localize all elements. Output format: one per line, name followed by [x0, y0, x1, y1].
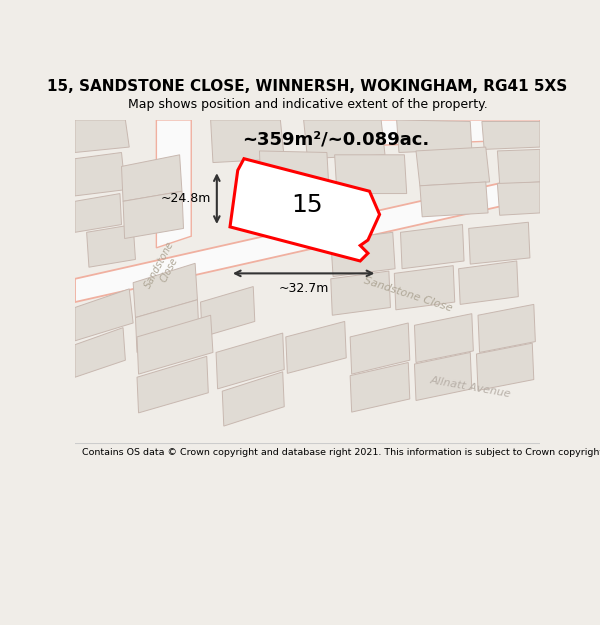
Text: ~359m²/~0.089ac.: ~359m²/~0.089ac. [242, 130, 429, 148]
Polygon shape [121, 155, 182, 201]
Polygon shape [200, 286, 255, 337]
Polygon shape [286, 321, 346, 373]
Polygon shape [415, 314, 473, 362]
Polygon shape [157, 120, 191, 248]
Polygon shape [133, 263, 197, 318]
Polygon shape [211, 120, 284, 162]
Text: ~24.8m: ~24.8m [161, 192, 211, 205]
Text: Sandstone Close: Sandstone Close [362, 275, 454, 313]
Text: Contains OS data © Crown copyright and database right 2021. This information is : Contains OS data © Crown copyright and d… [82, 448, 600, 457]
Polygon shape [476, 343, 534, 391]
Polygon shape [415, 352, 472, 401]
Polygon shape [75, 120, 129, 152]
Polygon shape [216, 333, 284, 389]
Polygon shape [304, 120, 385, 159]
Polygon shape [137, 356, 208, 413]
Polygon shape [335, 155, 407, 194]
Polygon shape [401, 224, 464, 269]
Text: Map shows position and indicative extent of the property.: Map shows position and indicative extent… [128, 98, 487, 111]
Polygon shape [478, 304, 535, 352]
Polygon shape [222, 372, 284, 426]
Polygon shape [420, 182, 488, 217]
Text: 15: 15 [292, 193, 323, 217]
Polygon shape [497, 149, 540, 184]
Polygon shape [75, 328, 125, 378]
Polygon shape [497, 182, 540, 215]
Polygon shape [75, 152, 125, 196]
Polygon shape [394, 266, 455, 310]
Text: Sandstone
Close: Sandstone Close [142, 239, 186, 295]
Polygon shape [137, 315, 213, 374]
Polygon shape [75, 289, 133, 341]
Text: ~32.7m: ~32.7m [278, 282, 329, 295]
Polygon shape [331, 232, 395, 276]
Polygon shape [350, 362, 410, 412]
Polygon shape [75, 194, 121, 232]
Polygon shape [123, 191, 184, 239]
Polygon shape [230, 159, 380, 261]
Polygon shape [350, 323, 410, 374]
Polygon shape [469, 222, 530, 264]
Polygon shape [259, 151, 329, 194]
Polygon shape [331, 271, 391, 315]
Polygon shape [75, 174, 540, 302]
Polygon shape [416, 147, 490, 186]
Polygon shape [136, 300, 199, 352]
Text: Allnatt Avenue: Allnatt Avenue [429, 375, 511, 399]
Polygon shape [397, 120, 472, 152]
Polygon shape [482, 121, 540, 149]
Polygon shape [308, 120, 540, 147]
Polygon shape [86, 224, 136, 267]
Text: 15, SANDSTONE CLOSE, WINNERSH, WOKINGHAM, RG41 5XS: 15, SANDSTONE CLOSE, WINNERSH, WOKINGHAM… [47, 79, 568, 94]
Polygon shape [458, 261, 518, 304]
